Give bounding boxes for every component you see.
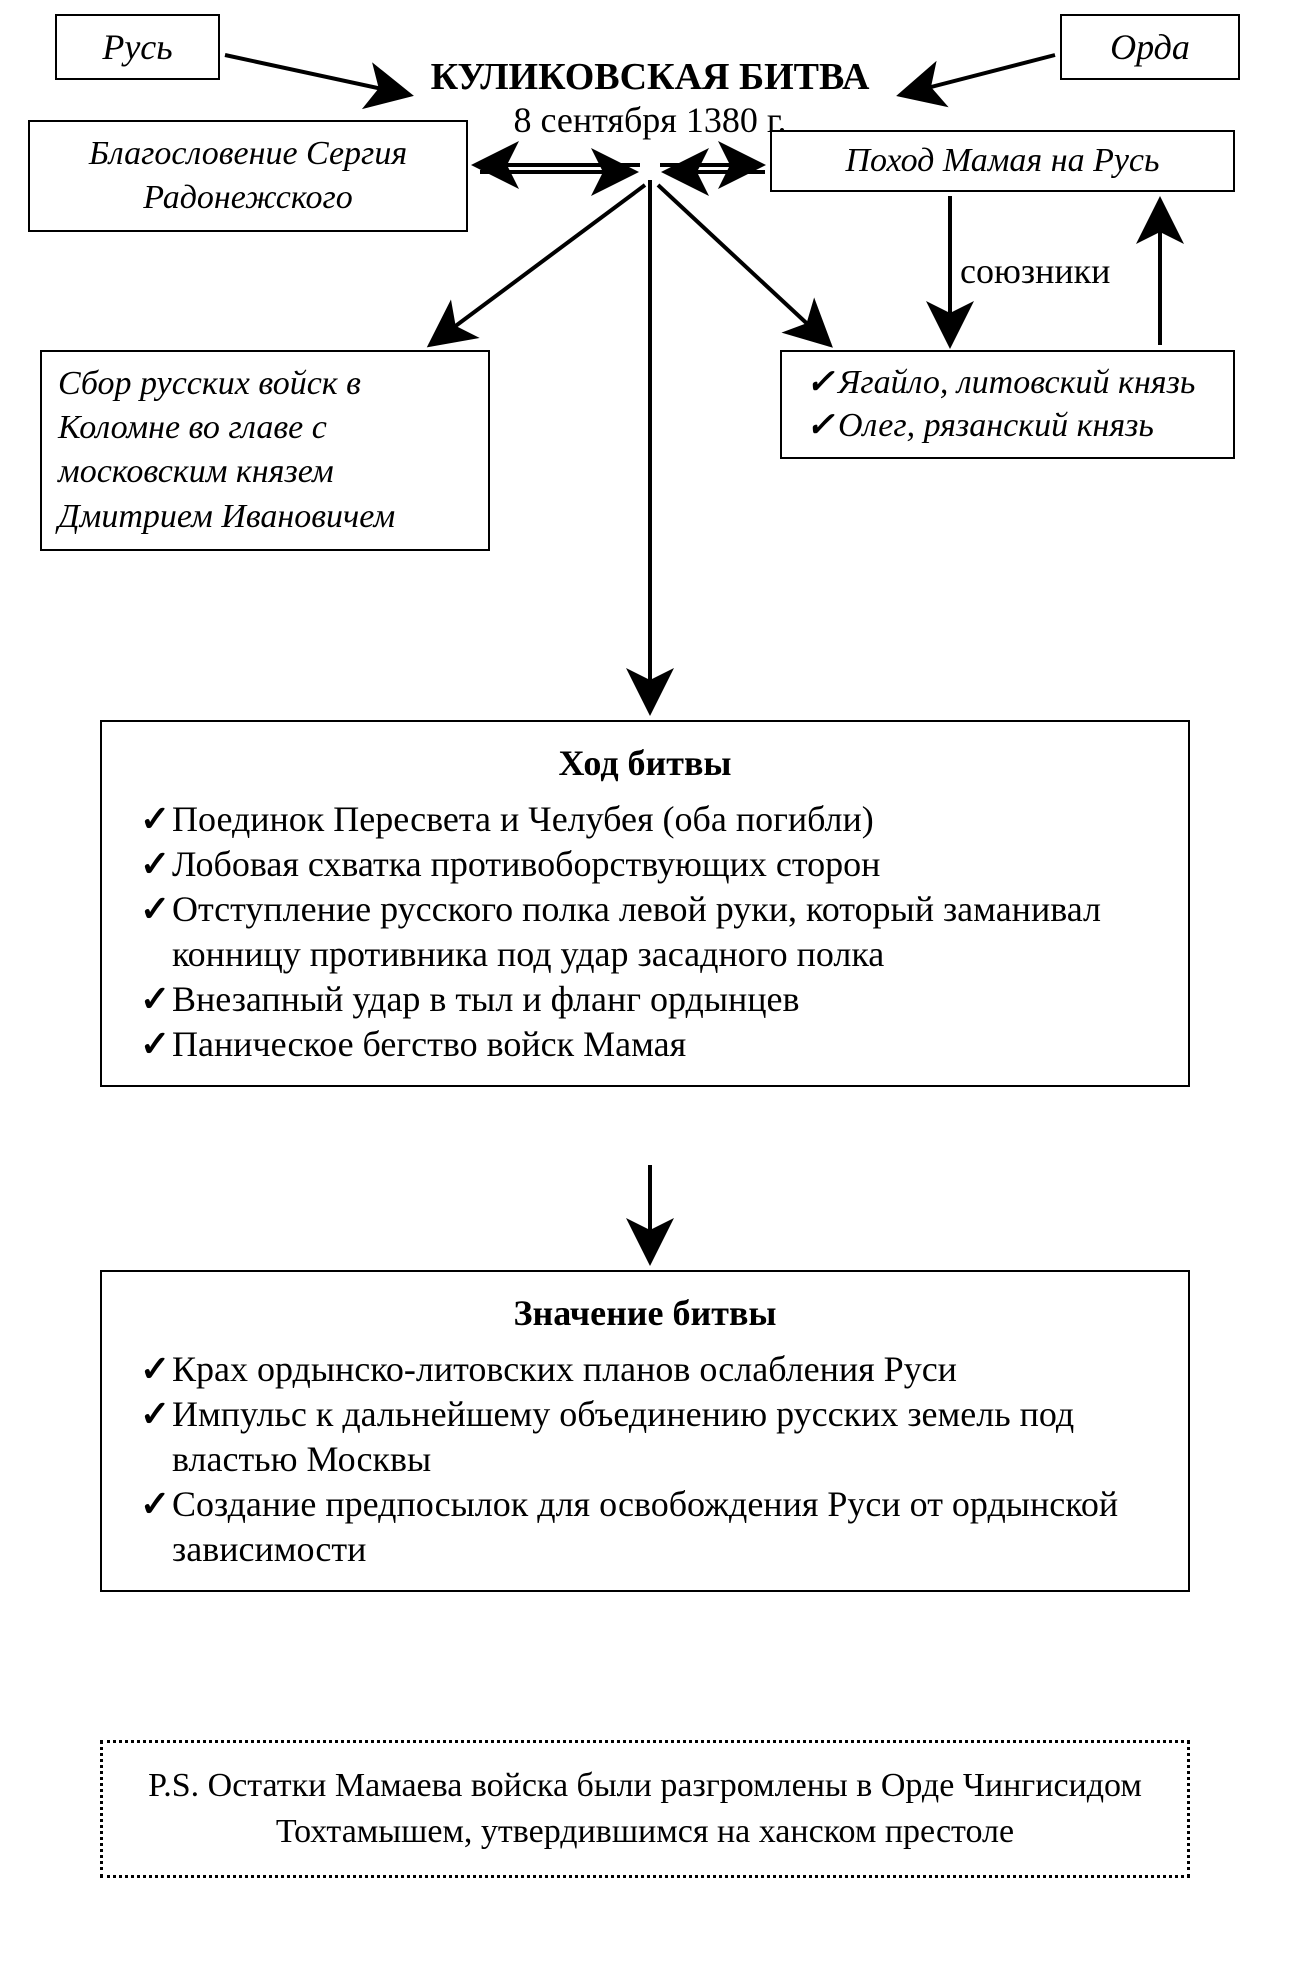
- node-orda-text: Орда: [1110, 27, 1190, 67]
- course-title: Ход битвы: [132, 740, 1158, 787]
- node-allies: Ягайло, литовский князь Олег, рязанский …: [780, 350, 1235, 459]
- allies-label: союзники: [960, 250, 1110, 292]
- meaning-title: Значение битвы: [132, 1290, 1158, 1337]
- allies-label-text: союзники: [960, 251, 1110, 291]
- node-gathering: Сбор русских войск в Коломне во главе с …: [40, 350, 490, 551]
- list-item: Создание предпосылок для освобождения Ру…: [132, 1482, 1158, 1572]
- course-list: Поединок Пересвета и Челубея (оба погибл…: [132, 797, 1158, 1067]
- node-meaning: Значение битвы Крах ордынско-литовских п…: [100, 1270, 1190, 1592]
- list-item: Ягайло, литовский князь: [798, 362, 1217, 405]
- diagram-canvas: КУЛИКОВСКАЯ БИТВА 8 сентября 1380 г. Рус…: [0, 0, 1301, 1962]
- node-rus: Русь: [55, 14, 220, 80]
- list-item: Внезапный удар в тыл и фланг ордынцев: [132, 977, 1158, 1022]
- list-item: Паническое бегство войск Мамая: [132, 1022, 1158, 1067]
- list-item: Импульс к дальнейшему объединению русски…: [132, 1392, 1158, 1482]
- node-orda: Орда: [1060, 14, 1240, 80]
- list-item: Поединок Пересвета и Челубея (оба погибл…: [132, 797, 1158, 842]
- node-ps: P.S. Остатки Мамаева войска были разгром…: [100, 1740, 1190, 1878]
- node-blessing: Благословение Сергия Радонежского: [28, 120, 468, 232]
- node-course: Ход битвы Поединок Пересвета и Челубея (…: [100, 720, 1190, 1087]
- allies-list: Ягайло, литовский князь Олег, рязанский …: [798, 362, 1217, 447]
- node-gathering-text: Сбор русских войск в Коломне во главе с …: [58, 365, 395, 535]
- list-item: Лобовая схватка противоборствующих сторо…: [132, 842, 1158, 887]
- node-mamai-text: Поход Мамая на Русь: [845, 142, 1159, 179]
- title-main: КУЛИКОВСКАЯ БИТВА: [320, 55, 980, 99]
- list-item: Крах ордынско-литовских планов ослаблени…: [132, 1347, 1158, 1392]
- node-rus-text: Русь: [102, 27, 172, 67]
- meaning-list: Крах ордынско-литовских планов ослаблени…: [132, 1347, 1158, 1572]
- node-mamai: Поход Мамая на Русь: [770, 130, 1235, 192]
- ps-text: P.S. Остатки Мамаева войска были разгром…: [148, 1767, 1142, 1850]
- list-item: Олег, рязанский князь: [798, 405, 1217, 448]
- node-blessing-text: Благословение Сергия Радонежского: [89, 135, 407, 216]
- list-item: Отступление русского полка левой руки, к…: [132, 887, 1158, 977]
